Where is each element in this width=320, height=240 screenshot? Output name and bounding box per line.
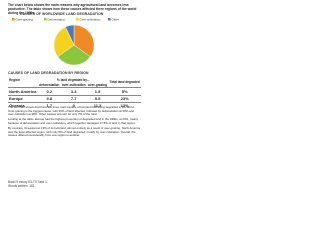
th: over-cultivation — [61, 82, 86, 87]
legend-label: Over-cultivation — [80, 17, 101, 21]
footer-line: Band 9 essay IELTS Task 1 — [8, 180, 47, 184]
paragraph: Looking at the table, Europe had the hig… — [8, 117, 139, 125]
footer-line: Words written: 181 — [8, 184, 35, 188]
table-wrap: Region % land degraded by... Total land de… — [8, 77, 141, 109]
legend-label: Other — [112, 17, 120, 21]
cell: 13% — [108, 101, 141, 109]
table-row: North America 0.2 3.3 1.5 5% — [8, 87, 141, 96]
cell: 7.7 — [60, 94, 87, 103]
cell: 0 — [60, 101, 87, 109]
table-title: CAUSES OF LAND DEGRADATION BY REGION — [8, 71, 89, 75]
cell: 3.3 — [60, 87, 87, 96]
page: The chart below shows the main reasons w… — [0, 0, 149, 198]
cell: Europe — [8, 94, 38, 103]
cell: 1.7 — [37, 101, 61, 109]
pie-slice — [65, 24, 75, 46]
cell: 23% — [108, 94, 141, 103]
cell: 1.5 — [86, 87, 109, 96]
cell: 5% — [108, 87, 141, 96]
th: over-grazing — [87, 82, 108, 87]
th: Region — [9, 77, 20, 82]
cell: 11.3 — [86, 101, 109, 109]
cell: 5.5 — [86, 94, 109, 103]
cell: North America — [8, 87, 38, 96]
intro: The chart below shows the main reasons w… — [8, 3, 137, 15]
legend-label: Deforestation — [48, 17, 66, 21]
legend-swatch — [12, 18, 15, 21]
table-row: Europe 9.8 7.7 5.5 23% — [8, 94, 141, 103]
legend-swatch — [44, 18, 47, 21]
th: % land degraded by... — [56, 77, 90, 82]
th: deforestation — [39, 82, 60, 87]
table-row: Oceania 1.7 0 11.3 13% — [8, 101, 141, 109]
chart-title: CAUSES OF WORLDWIDE LAND DEGRADATION — [20, 12, 104, 16]
pie-slice — [53, 26, 75, 58]
table: Region % land degraded by... Total land de… — [8, 77, 141, 109]
paragraph: The pie chart shows that there are three… — [8, 105, 135, 116]
paragraph: By contrast, Oceania lost 13% of its far… — [8, 126, 141, 138]
body-text: The pie chart shows that there are three… — [8, 105, 141, 139]
pie-slice — [73, 24, 95, 58]
th: Total land degraded — [109, 80, 140, 85]
pie-slice — [57, 44, 91, 66]
legend-swatch — [76, 18, 79, 21]
cell: Oceania — [8, 101, 38, 109]
cell: 9.8 — [37, 94, 61, 103]
cell: 0.2 — [37, 87, 61, 96]
pie-chart: CAUSES OF WORLDWIDE LAND DEGRADATION Ove… — [12, 12, 120, 66]
legend-swatch — [108, 18, 111, 21]
footer: Band 9 essay IELTS Task 1 Words written: … — [8, 180, 141, 188]
legend-label: Over-grazing — [16, 17, 34, 21]
